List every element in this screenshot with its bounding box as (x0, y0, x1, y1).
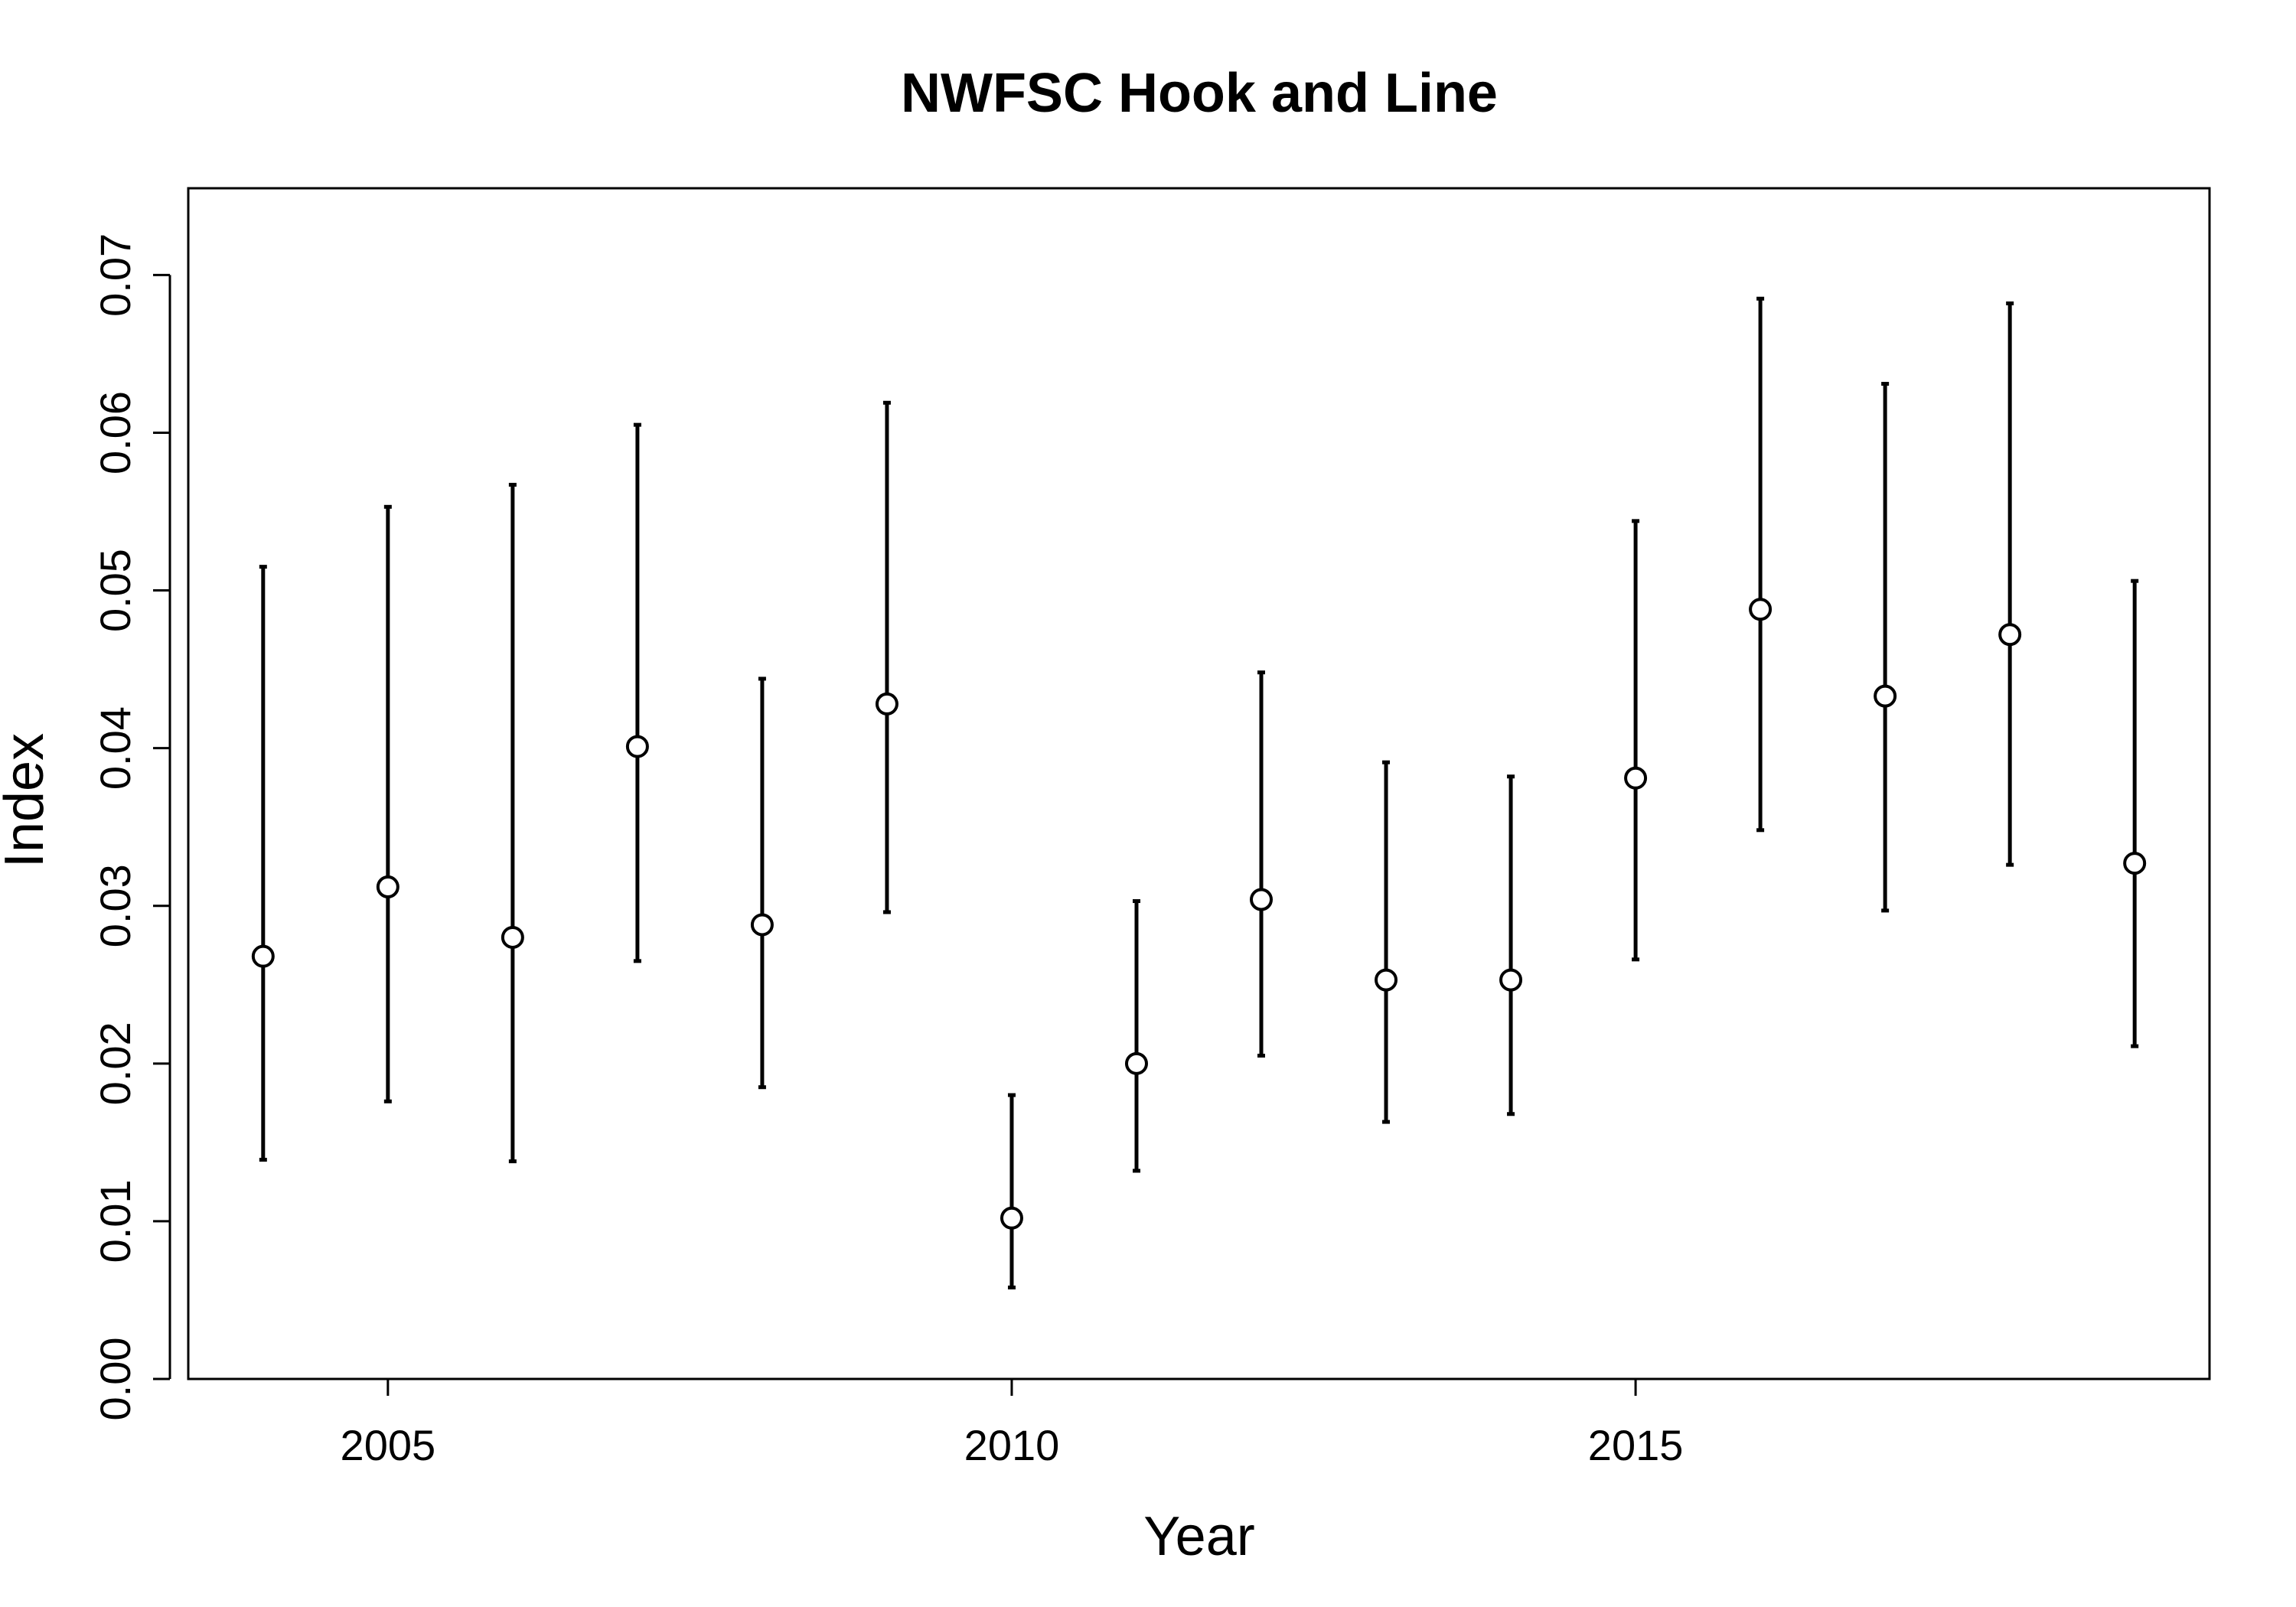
point-marker (750, 913, 774, 937)
point-marker (1499, 968, 1523, 992)
data-point-2008 (750, 676, 774, 1090)
point-marker (2123, 852, 2147, 875)
point-marker (1624, 766, 1648, 790)
y-tick-label: 0.06 (91, 391, 139, 474)
data-point-2019 (2123, 579, 2147, 1048)
data-point-2015 (1624, 519, 1648, 962)
data-point-2009 (875, 400, 899, 914)
point-marker (1250, 888, 1274, 911)
y-tick-label: 0.00 (91, 1338, 139, 1421)
point-marker (1000, 1206, 1023, 1230)
point-marker (1124, 1051, 1148, 1075)
point-marker (1874, 684, 1897, 708)
data-point-2006 (501, 482, 524, 1164)
point-marker (1998, 623, 2022, 647)
point-marker (501, 925, 524, 949)
y-axis: 0.00 0.01 0.02 0.03 0.04 0.05 0.06 0.07 (91, 233, 171, 1421)
y-tick-label: 0.01 (91, 1179, 139, 1263)
data-point-2005 (376, 504, 400, 1103)
x-axis: 2005 2010 2015 (341, 1377, 1684, 1469)
point-marker (875, 692, 899, 715)
point-marker (376, 875, 400, 898)
data-series (251, 296, 2147, 1289)
y-tick-label: 0.04 (91, 706, 139, 790)
y-tick-label: 0.03 (91, 864, 139, 947)
point-marker (1749, 598, 1773, 621)
y-tick-label: 0.02 (91, 1022, 139, 1105)
chart-title: NWFSC Hook and Line (901, 63, 1498, 124)
y-axis-label: Index (0, 733, 55, 868)
data-point-2016 (1749, 296, 1773, 833)
data-point-2012 (1250, 670, 1274, 1058)
point-marker (251, 944, 275, 968)
data-point-2017 (1874, 382, 1897, 913)
data-point-2018 (1998, 301, 2022, 867)
x-axis-label: Year (1143, 1506, 1254, 1567)
x-tick-label: 2015 (1588, 1421, 1684, 1469)
x-tick-label: 2005 (341, 1421, 436, 1469)
y-tick-label: 0.07 (91, 233, 139, 317)
data-point-2011 (1124, 899, 1148, 1173)
data-point-2013 (1375, 760, 1398, 1124)
point-marker (625, 735, 649, 758)
data-point-2010 (1000, 1093, 1023, 1289)
y-tick-label: 0.05 (91, 549, 139, 632)
data-point-2014 (1499, 774, 1523, 1116)
data-point-2007 (625, 422, 649, 963)
data-point-2004 (251, 565, 275, 1162)
x-tick-label: 2010 (964, 1421, 1060, 1469)
point-marker (1375, 968, 1398, 992)
